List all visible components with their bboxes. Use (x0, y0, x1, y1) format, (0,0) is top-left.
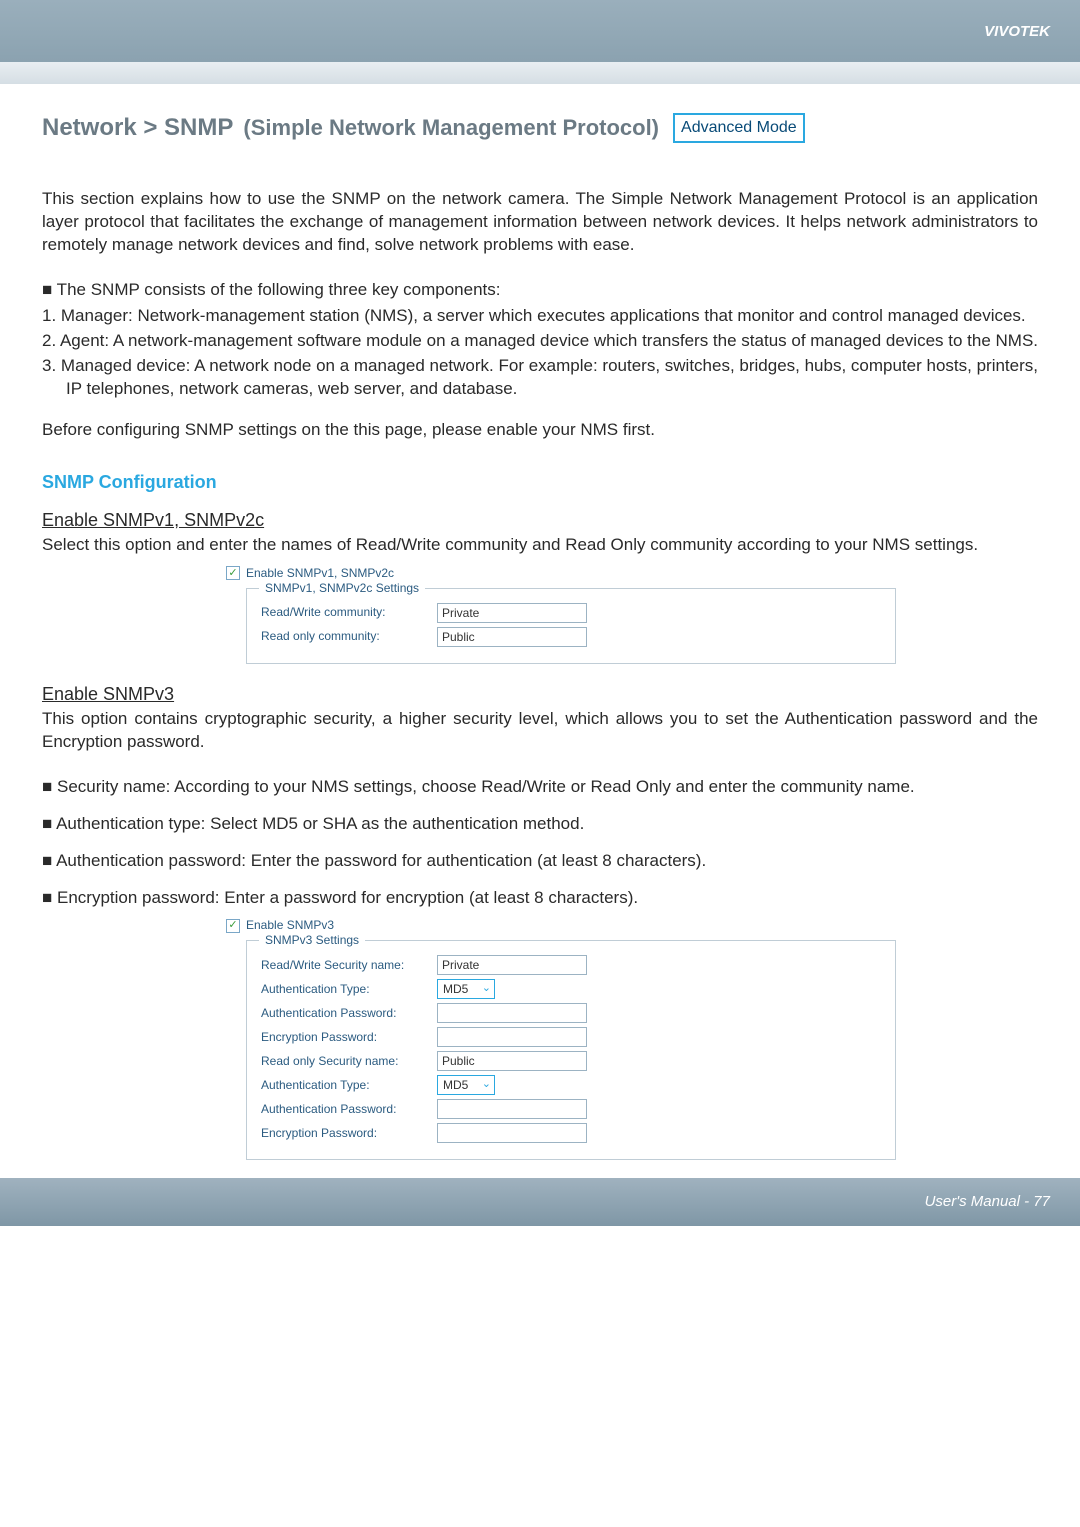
v3-authtype2-select[interactable]: MD5 ⌄ (437, 1075, 495, 1095)
v3-authpw2-row: Authentication Password: (261, 1099, 881, 1119)
chevron-down-icon: ⌄ (482, 981, 491, 996)
v3-enable-checkbox[interactable]: ✓ (226, 919, 240, 933)
before-note: Before configuring SNMP settings on the … (42, 419, 1038, 442)
v3-authtype2-value: MD5 (443, 1077, 468, 1093)
page-content: Network > SNMP (Simple Network Managemen… (0, 84, 1080, 1160)
snmp-config-heading: SNMP Configuration (42, 470, 1038, 494)
component-1: 1. Manager: Network-management station (… (42, 305, 1038, 328)
footer-bar: User's Manual - 77 (0, 1178, 1080, 1226)
v3-ro-sec-label: Read only Security name: (261, 1053, 437, 1069)
v12-enable-checkbox[interactable]: ✓ (226, 566, 240, 580)
v3-heading: Enable SNMPv3 (42, 682, 1038, 706)
components-lead: ■ The SNMP consists of the following thr… (42, 279, 1038, 302)
v3-bullet-2: Authentication type: Select MD5 or SHA a… (42, 813, 1038, 836)
v3-authtype1-value: MD5 (443, 981, 468, 997)
chevron-down-icon: ⌄ (482, 1077, 491, 1092)
v3-encpw2-input[interactable] (437, 1123, 587, 1143)
v12-desc: Select this option and enter the names o… (42, 534, 1038, 557)
v3-bullet-4: Encryption password: Enter a password fo… (42, 887, 1038, 910)
v3-ro-sec-row: Read only Security name: Public (261, 1051, 881, 1071)
v3-authpw1-label: Authentication Password: (261, 1005, 437, 1021)
component-2: 2. Agent: A network-management software … (42, 330, 1038, 353)
v3-rw-sec-label: Read/Write Security name: (261, 957, 437, 973)
v12-rw-input[interactable]: Private (437, 603, 587, 623)
v12-rw-label: Read/Write community: (261, 604, 437, 620)
v3-legend: SNMPv3 Settings (259, 932, 365, 948)
v3-authtype1-select[interactable]: MD5 ⌄ (437, 979, 495, 999)
v3-ro-sec-input[interactable]: Public (437, 1051, 587, 1071)
v3-panel: ✓ Enable SNMPv3 SNMPv3 Settings Read/Wri… (226, 917, 896, 1159)
v12-ro-row: Read only community: Public (261, 627, 881, 647)
v12-ro-input[interactable]: Public (437, 627, 587, 647)
mode-badge: Advanced Mode (673, 113, 805, 143)
v3-bullet-1: Security name: According to your NMS set… (42, 776, 1038, 799)
v3-authpw2-input[interactable] (437, 1099, 587, 1119)
v3-encpw2-label: Encryption Password: (261, 1125, 437, 1141)
v3-authtype2-label: Authentication Type: (261, 1077, 437, 1093)
component-3: 3. Managed device: A network node on a m… (42, 355, 1038, 401)
v12-ro-label: Read only community: (261, 628, 437, 644)
v3-encpw1-row: Encryption Password: (261, 1027, 881, 1047)
intro-paragraph: This section explains how to use the SNM… (42, 188, 1038, 257)
title-sub: (Simple Network Management Protocol) (243, 113, 659, 143)
header-bar: VIVOTEK (0, 0, 1080, 62)
v3-rw-sec-input[interactable]: Private (437, 955, 587, 975)
v3-authpw1-row: Authentication Password: (261, 1003, 881, 1023)
v3-authtype2-row: Authentication Type: MD5 ⌄ (261, 1075, 881, 1095)
v3-encpw2-row: Encryption Password: (261, 1123, 881, 1143)
v3-encpw1-label: Encryption Password: (261, 1029, 437, 1045)
v3-authpw1-input[interactable] (437, 1003, 587, 1023)
v3-encpw1-input[interactable] (437, 1027, 587, 1047)
v12-legend: SNMPv1, SNMPv2c Settings (259, 580, 425, 596)
v3-desc: This option contains cryptographic secur… (42, 708, 1038, 754)
v3-fieldset: SNMPv3 Settings Read/Write Security name… (246, 940, 896, 1160)
brand-text: VIVOTEK (984, 23, 1050, 40)
v3-bullet-3: Authentication password: Enter the passw… (42, 850, 1038, 873)
footer-text: User's Manual - 77 (925, 1193, 1050, 1210)
v12-rw-row: Read/Write community: Private (261, 603, 881, 623)
v3-authpw2-label: Authentication Password: (261, 1101, 437, 1117)
v12-heading: Enable SNMPv1, SNMPv2c (42, 508, 1038, 532)
v12-fieldset: SNMPv1, SNMPv2c Settings Read/Write comm… (246, 588, 896, 664)
v3-authtype1-row: Authentication Type: MD5 ⌄ (261, 979, 881, 999)
title-main: Network > SNMP (42, 112, 233, 144)
v3-authtype1-label: Authentication Type: (261, 981, 437, 997)
v12-panel: ✓ Enable SNMPv1, SNMPv2c SNMPv1, SNMPv2c… (226, 565, 896, 663)
page-title-line: Network > SNMP (Simple Network Managemen… (42, 112, 1038, 144)
v3-rw-sec-row: Read/Write Security name: Private (261, 955, 881, 975)
header-divider (0, 62, 1080, 84)
